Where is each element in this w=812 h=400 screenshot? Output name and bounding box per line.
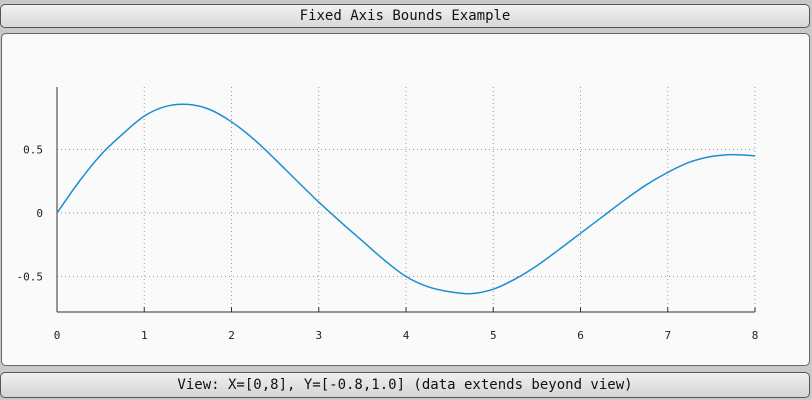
- x-tick-label: 2: [228, 329, 235, 342]
- x-tick-label: 1: [141, 329, 148, 342]
- view-bounds-status: View: X=[0,8], Y=[-0.8,1.0] (data extend…: [177, 377, 633, 393]
- x-tick-label: 7: [664, 329, 671, 342]
- y-tick-label: 0: [36, 207, 43, 220]
- axes: [56, 87, 756, 313]
- x-tick-label: 4: [403, 329, 410, 342]
- x-tick-label: 0: [54, 329, 61, 342]
- window-title-bar: Fixed Axis Bounds Example: [0, 4, 810, 28]
- window-title: Fixed Axis Bounds Example: [299, 8, 511, 24]
- status-bar: View: X=[0,8], Y=[-0.8,1.0] (data extend…: [0, 372, 810, 398]
- x-tick-label: 3: [315, 329, 322, 342]
- x-tick-label: 6: [577, 329, 584, 342]
- grid-lines: [57, 87, 756, 312]
- data-series-line: [56, 103, 756, 295]
- tick-labels: 0 1 2 3 4 5 6 7 8 0.5 0 -0.5: [17, 144, 759, 343]
- y-tick-label: -0.5: [17, 271, 44, 284]
- y-tick-label: 0.5: [23, 144, 43, 157]
- x-tick-label: 5: [490, 329, 497, 342]
- x-tick-label: 8: [752, 329, 759, 342]
